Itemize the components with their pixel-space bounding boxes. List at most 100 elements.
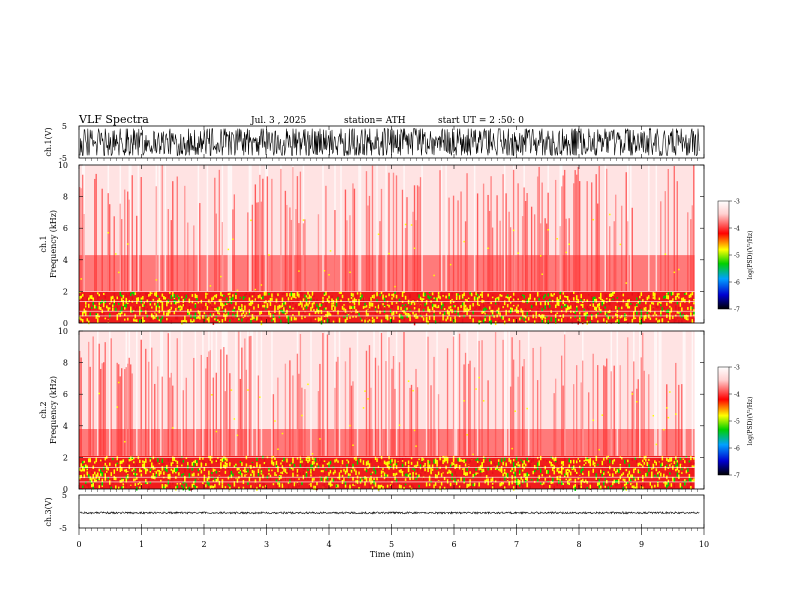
- emission: [295, 485, 297, 489]
- emission: [573, 459, 575, 464]
- emission: [690, 306, 692, 311]
- emission: [425, 300, 428, 305]
- emission: [281, 302, 284, 307]
- emission: [666, 481, 668, 485]
- emission: [612, 460, 614, 465]
- emission: [103, 301, 105, 306]
- gap: [230, 165, 233, 292]
- emission: [215, 470, 218, 474]
- emission: [164, 317, 167, 321]
- emission: [359, 317, 362, 320]
- emission: [206, 305, 209, 310]
- emission: [194, 478, 197, 483]
- emission: [446, 479, 449, 484]
- strip: [499, 220, 501, 292]
- emission: [395, 311, 398, 314]
- emission: [239, 308, 242, 312]
- emission: [661, 471, 664, 476]
- emission: [362, 462, 365, 465]
- emission: [148, 294, 150, 297]
- emission: [655, 468, 658, 472]
- emission: [487, 301, 489, 304]
- emission: [628, 463, 631, 468]
- emission: [439, 461, 441, 465]
- ch1-waveform-line: [79, 127, 700, 157]
- emission: [176, 465, 179, 468]
- emission: [554, 304, 557, 309]
- emission: [421, 467, 423, 472]
- emission: [83, 468, 86, 472]
- emission: [386, 318, 389, 321]
- emission: [119, 291, 122, 296]
- gap: [211, 331, 213, 456]
- emission: [541, 295, 543, 297]
- emission: [256, 298, 258, 303]
- emission: [367, 320, 369, 323]
- emission: [530, 305, 533, 309]
- emission: [302, 307, 305, 311]
- emission: [314, 485, 317, 491]
- strip: [598, 166, 600, 292]
- emission: [470, 294, 473, 299]
- speck: [666, 407, 668, 409]
- emission: [95, 306, 98, 309]
- emission: [473, 292, 476, 294]
- emission: [443, 301, 446, 306]
- emission: [430, 471, 432, 475]
- strip: [415, 220, 417, 292]
- emission: [245, 463, 248, 467]
- emission: [196, 294, 198, 300]
- emission: [603, 457, 605, 461]
- emission: [274, 308, 276, 314]
- emission: [582, 466, 584, 471]
- emission: [532, 470, 534, 475]
- strip: [482, 183, 485, 292]
- emission: [191, 294, 194, 297]
- emission: [371, 471, 374, 474]
- strip: [521, 366, 524, 456]
- emission: [482, 300, 485, 305]
- emission: [601, 460, 604, 466]
- emission: [230, 464, 233, 467]
- emission: [155, 471, 158, 475]
- emission: [227, 467, 230, 470]
- emission: [223, 304, 225, 307]
- emission: [161, 458, 164, 463]
- emission: [374, 469, 377, 475]
- emission: [499, 294, 501, 297]
- emission: [654, 484, 656, 488]
- emission: [521, 294, 524, 297]
- emission: [323, 315, 326, 318]
- strip: [401, 189, 404, 292]
- emission: [109, 307, 111, 310]
- emission: [594, 464, 596, 467]
- emission: [281, 319, 284, 322]
- emission: [250, 301, 252, 306]
- emission: [358, 459, 360, 464]
- emission: [667, 459, 670, 463]
- emission: [253, 291, 255, 296]
- strip: [118, 364, 120, 456]
- emission: [551, 308, 554, 312]
- emission: [520, 316, 522, 320]
- emission: [619, 303, 622, 308]
- emission: [278, 310, 281, 315]
- emission: [352, 299, 354, 302]
- emission: [511, 480, 513, 485]
- strip: [184, 185, 186, 292]
- emission: [157, 295, 159, 298]
- emission: [612, 291, 614, 294]
- emission: [566, 317, 569, 321]
- gap: [691, 331, 694, 456]
- emission: [343, 307, 345, 311]
- strip: [145, 348, 147, 456]
- emission: [446, 471, 449, 474]
- emission: [518, 317, 521, 322]
- strip: [104, 342, 106, 456]
- emission: [197, 310, 200, 314]
- emission: [154, 476, 156, 480]
- emission: [218, 480, 221, 486]
- emission: [283, 457, 285, 462]
- emission: [170, 294, 173, 299]
- emission: [121, 478, 123, 480]
